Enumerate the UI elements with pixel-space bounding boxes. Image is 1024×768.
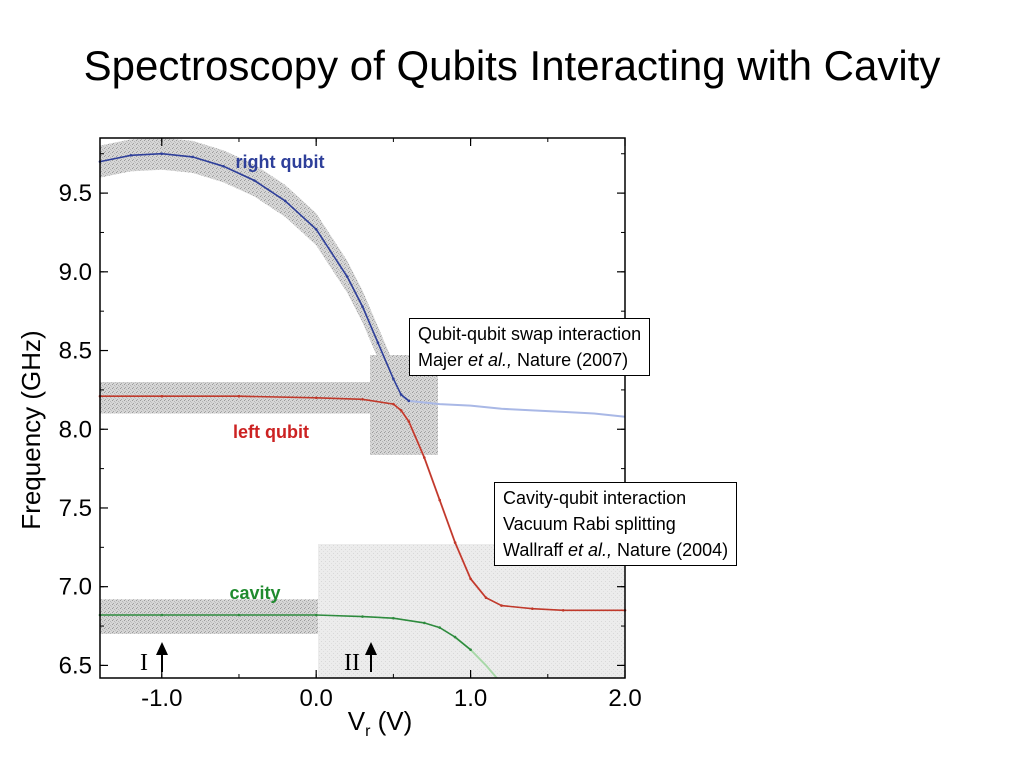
right-qubit-point: [392, 377, 395, 381]
cavity-line: [100, 614, 472, 651]
axis-ticks: -1.0 0.0 1.0 2.0 6.5 7.0 7.5 8.0 8.5 9.0 9.5: [59, 138, 642, 712]
marker-I-label: I: [140, 650, 148, 676]
x-axis-symbol: V: [348, 706, 366, 736]
x-tick-label: 1.0: [454, 685, 487, 712]
right-qubit-point: [399, 393, 403, 396]
swap-note-author: Majer: [418, 350, 469, 370]
cavity-label: cavity: [229, 583, 280, 603]
cavity-point: [160, 613, 164, 617]
x-tick-label: 2.0: [608, 685, 641, 712]
cavity-point: [438, 626, 442, 629]
left-qubit-label: left qubit: [233, 422, 309, 442]
right-qubit-point: [376, 341, 380, 345]
right-qubit-point: [284, 199, 287, 203]
rabi-note-etal: et al.,: [568, 540, 613, 560]
cavity-point: [469, 648, 472, 651]
y-axis-label: Frequency (GHz): [16, 330, 46, 529]
left-qubit-point: [469, 577, 472, 581]
right-qubit-point: [222, 165, 225, 168]
right-qubit-point: [191, 155, 194, 159]
x-tick-label: -1.0: [141, 685, 182, 712]
right-qubit-point: [160, 152, 164, 155]
y-tick-label: 9.5: [59, 180, 92, 207]
rabi-note-line-3: Wallraff et al., Nature (2004): [503, 537, 728, 563]
y-tick-label: 8.0: [59, 416, 92, 443]
right-qubit-line: [99, 152, 410, 402]
cavity-point: [237, 613, 241, 617]
x-axis-unit: (V): [370, 706, 412, 736]
x-axis-subscript: r: [365, 723, 371, 740]
cavity-point: [361, 615, 364, 618]
left-qubit-point: [484, 596, 488, 599]
left-qubit-point: [500, 604, 503, 607]
right-qubit-point: [407, 399, 411, 403]
left-qubit-point: [314, 396, 318, 400]
left-qubit-measurement-band: [100, 382, 371, 414]
left-qubit-point: [407, 420, 411, 423]
cavity-point: [314, 613, 318, 617]
rabi-note-journal: Nature (2004): [612, 540, 729, 560]
chart-labels: Vr (V) Frequency (GHz) right qubit left qub…: [16, 152, 412, 740]
y-tick-label: 7.0: [59, 574, 92, 601]
cavity-point: [423, 621, 426, 625]
left-qubit-point: [392, 402, 395, 406]
marker-II-arrow-head: [365, 642, 377, 655]
spectroscopy-data-background: [100, 137, 625, 678]
cavity-point: [453, 635, 457, 639]
rabi-note-author: Wallraff: [503, 540, 569, 560]
right-qubit-point: [253, 179, 256, 182]
swap-note-journal: Nature (2007): [512, 350, 629, 370]
left-qubit-point: [561, 609, 565, 612]
y-tick-label: 8.5: [59, 338, 92, 365]
right-qubit-extrapolation: [400, 393, 626, 418]
right-qubit-point: [361, 305, 364, 308]
swap-note-etal: et al.,: [468, 350, 513, 370]
left-qubit-point: [361, 398, 364, 401]
left-qubit-point: [438, 498, 442, 502]
right-qubit-point: [314, 228, 318, 231]
left-qubit-point: [531, 607, 534, 610]
slide-title: Spectroscopy of Qubits Interacting with …: [83, 42, 941, 89]
marker-I-arrow-head: [156, 642, 168, 655]
rabi-splitting-note: Cavity-qubit interaction Vacuum Rabi spl…: [494, 482, 738, 566]
x-axis-label: Vr (V): [348, 706, 413, 740]
x-tick-label: 0.0: [299, 685, 332, 712]
cavity-point: [392, 616, 395, 620]
plot-border: [99, 137, 626, 679]
marker-II-label: II: [344, 650, 360, 676]
series-lines: [98, 152, 627, 651]
rabi-note-line-1: Cavity-qubit interaction: [503, 488, 687, 508]
right-qubit-label: right qubit: [236, 152, 325, 172]
left-qubit-point: [399, 409, 403, 412]
swap-note-line-1: Qubit-qubit swap interaction: [418, 324, 642, 344]
left-qubit-point: [237, 394, 241, 398]
y-tick-label: 9.0: [59, 259, 92, 286]
left-qubit-point: [160, 394, 164, 398]
swap-interaction-note: Qubit-qubit swap interaction Majer et al…: [409, 318, 651, 376]
left-qubit-point: [423, 456, 426, 459]
right-qubit-point: [129, 154, 133, 157]
plot-frame: [99, 137, 626, 679]
y-tick-label: 6.5: [59, 652, 92, 679]
swap-note-line-2: Majer et al., Nature (2007): [418, 347, 641, 373]
cavity-measurement-band: [100, 599, 318, 634]
right-qubit-point: [345, 275, 349, 278]
y-tick-label: 7.5: [59, 495, 92, 522]
left-qubit-point: [453, 541, 457, 544]
rabi-note-line-2: Vacuum Rabi splitting: [503, 514, 676, 534]
